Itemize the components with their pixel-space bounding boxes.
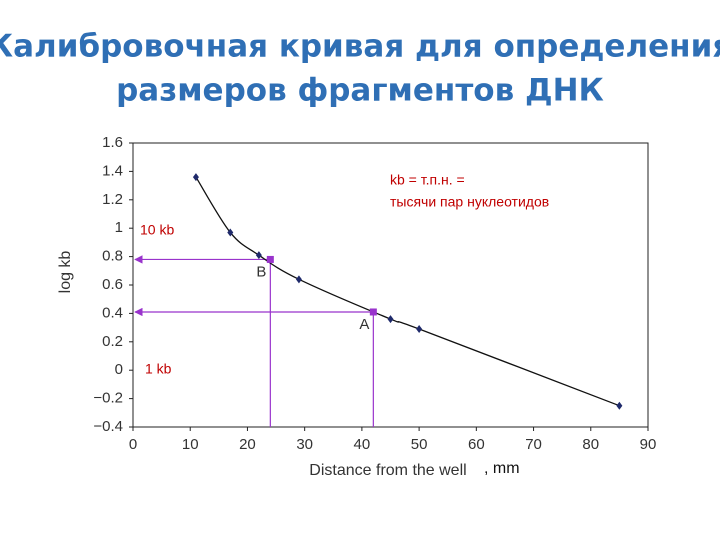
- y-tick-label: −0.2: [93, 390, 123, 407]
- title-line: размеров фрагментов ДНК: [116, 73, 604, 109]
- data-point: [416, 325, 423, 334]
- y-tick-label: 0.8: [102, 248, 123, 265]
- y-tick-label: 1: [115, 219, 123, 236]
- data-point: [616, 401, 623, 410]
- y-tick-label: 1.6: [102, 134, 123, 151]
- y-tick-label: 1.4: [102, 162, 123, 179]
- data-point: [295, 275, 302, 284]
- x-tick-label: 60: [468, 436, 485, 453]
- x-tick-label: 0: [129, 436, 137, 453]
- y-tick-label: 0: [115, 361, 123, 378]
- x-tick-label: 20: [239, 436, 256, 453]
- x-tick-label: 90: [640, 436, 657, 453]
- y-tick-label: 0.4: [102, 304, 123, 321]
- annotation: 1 kb: [145, 361, 172, 377]
- marker-label: A: [359, 316, 369, 333]
- marker-point: [266, 255, 274, 263]
- x-tick-label: 10: [182, 436, 199, 453]
- x-tick-label: 50: [411, 436, 428, 453]
- y-tick-label: 1.2: [102, 191, 123, 208]
- title-line: Калибровочная кривая для определения: [0, 29, 720, 65]
- annotation: kb = т.п.н. =: [390, 172, 465, 188]
- x-tick-label: 30: [296, 436, 313, 453]
- y-tick-label: 0.2: [102, 333, 123, 350]
- x-tick-label: 40: [354, 436, 371, 453]
- annotation: 10 kb: [140, 222, 174, 238]
- x-tick-label: 80: [582, 436, 599, 453]
- x-tick-label: 70: [525, 436, 542, 453]
- data-point: [255, 251, 262, 260]
- marker-point: [369, 308, 377, 316]
- marker-label: B: [256, 263, 266, 280]
- x-axis-label: Distance from the well: [309, 462, 466, 479]
- curve: [195, 176, 620, 407]
- data-point: [227, 228, 234, 237]
- data-point: [192, 173, 199, 182]
- y-tick-label: 0.6: [102, 276, 123, 293]
- y-tick-label: −0.4: [93, 418, 123, 435]
- x-axis-label-suffix: , mm: [484, 460, 520, 477]
- y-axis-label: log kb: [57, 251, 74, 294]
- data-point: [387, 315, 394, 324]
- annotation: тысячи пар нуклеотидов: [390, 194, 549, 210]
